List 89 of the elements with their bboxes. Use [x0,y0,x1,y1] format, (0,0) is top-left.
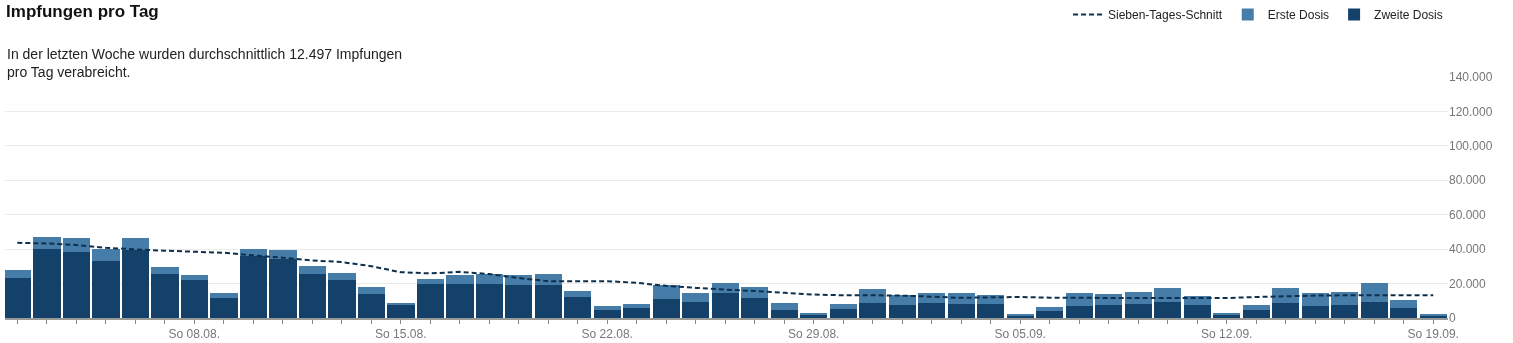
bar [1095,304,1123,318]
y-tick-label: 20.000 [1449,276,1487,291]
bar [180,275,208,281]
bar [239,256,267,318]
bar [475,283,503,318]
y-tick-label: 120.000 [1449,104,1493,119]
x-tick-label: So 19.09. [1407,327,1459,342]
bar [416,278,444,284]
x-tick-label: So 08.08. [168,327,220,342]
bar [210,297,238,318]
bar [829,303,857,309]
bar [682,301,710,318]
bar [593,305,621,310]
bar [505,284,533,318]
bar [121,238,150,250]
bar [269,258,297,318]
bar [1390,299,1418,308]
bar [328,280,356,318]
bar [918,302,946,318]
bar [741,297,769,318]
bar [711,292,739,318]
bar [1242,304,1270,310]
bar [652,298,680,318]
bar [92,249,120,261]
bar [1065,306,1093,318]
bar [1272,302,1300,318]
bar [623,307,651,318]
bar [652,285,680,299]
bar [1183,304,1211,318]
bar [33,249,61,318]
bar [770,302,798,310]
y-tick-label: 80.000 [1449,173,1487,188]
x-tick-label: So 15.08. [375,327,427,342]
bar [1390,307,1418,318]
legend-label: Zweite Dosis [1374,8,1443,23]
x-tick-label: So 12.09. [1201,327,1253,342]
bar [947,303,975,318]
bar [977,304,1005,318]
bar [62,252,91,318]
bar [1272,287,1300,303]
bar [623,303,651,308]
bar [357,286,385,294]
chart-title: Impfungen pro Tag [6,2,159,22]
bar [888,304,916,318]
y-tick-label: 40.000 [1449,242,1487,257]
bar [387,304,415,318]
bar [593,309,621,318]
bar [1242,309,1270,318]
bar [1360,301,1388,318]
bar [770,309,798,318]
bar [829,308,857,318]
bar [5,270,32,278]
bar [534,284,562,318]
legend-label: Erste Dosis [1267,8,1330,23]
bar [328,273,356,281]
legend-label: Sieben-Tages-Schnitt [1108,8,1223,23]
bar [1331,304,1359,318]
bar [210,292,238,298]
line-series [16,241,1435,300]
bar [357,293,385,318]
bar [298,274,326,318]
chart-subtitle: In der letzten Woche wurden durchschnittlich 12.497 Impfungen pro Tag verabreicht. [7,46,403,81]
bar [1036,310,1064,318]
bar [1154,301,1182,318]
bar [564,296,592,318]
bar [446,275,474,284]
bar [1124,303,1152,318]
bar [1036,306,1064,311]
bar [5,277,32,318]
bar [1360,282,1388,302]
y-tick-label: 100.000 [1449,139,1493,154]
bar [180,280,208,318]
x-tick-label: So 05.09. [994,327,1046,342]
bar [151,274,179,318]
bar [121,250,150,318]
x-tick-label: So 22.08. [581,327,633,342]
bar [92,260,120,318]
x-tick-label: So 29.08. [788,327,840,342]
y-tick-label: 0 [1449,311,1456,326]
bar [1301,305,1329,318]
bar [564,290,592,297]
bar [859,302,887,318]
bar [151,267,179,275]
bar [446,283,474,318]
y-tick-label: 140.000 [1449,70,1493,85]
bar [416,283,444,318]
y-tick-label: 60.000 [1449,207,1487,222]
bar [475,274,503,284]
bar [682,292,710,302]
